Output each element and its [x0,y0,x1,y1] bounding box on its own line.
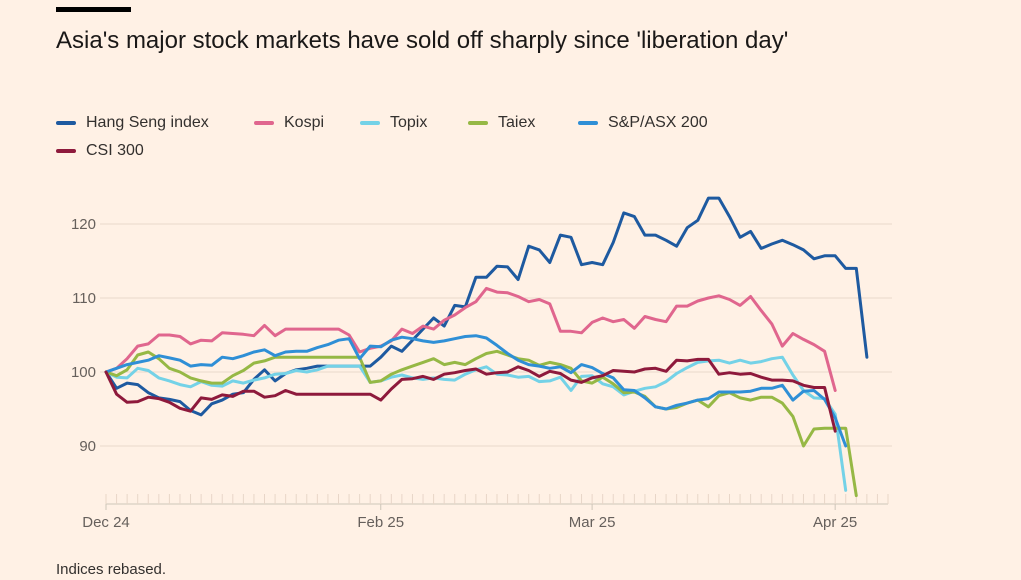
legend-swatch [468,121,488,125]
legend-swatch [254,121,274,125]
x-tick-label: Mar 25 [569,514,616,531]
legend-label: CSI 300 [86,142,144,159]
series-line-s-p-asx-200 [104,334,848,448]
series-line-topix [104,355,848,492]
legend-label: S&P/ASX 200 [608,114,708,131]
legend-swatch [56,149,76,153]
legend-label: Topix [390,114,428,131]
x-tick-label: Feb 25 [357,514,404,531]
chart-title: Asia's major stock markets have sold off… [56,27,789,54]
series-line-kospi [104,286,837,392]
brand-bar [56,7,131,12]
series-line-hang-seng-index [104,196,869,417]
legend-item-topix: Topix [360,114,427,132]
legend-swatch [360,121,380,125]
y-tick-label: 110 [72,290,96,307]
y-tick-label: 90 [79,438,96,455]
legend-label: Taiex [498,114,536,131]
legend-item-csi300: CSI 300 [56,142,144,160]
legend-label: Kospi [284,114,325,131]
legend-item-hang-seng: Hang Seng index [56,114,209,132]
series-line-taiex [104,349,858,498]
series-line-csi-300 [104,357,837,433]
legend-item-taiex: Taiex [468,114,535,132]
legend-item-asx: S&P/ASX 200 [578,114,708,132]
legend-item-kospi: Kospi [254,114,324,132]
y-tick-label: 120 [71,216,96,233]
legend-swatch [56,121,76,125]
legend-swatch [578,121,598,125]
x-tick-label: Apr 25 [813,514,857,531]
y-tick-label: 100 [71,364,96,381]
x-tick-label: Dec 24 [82,514,130,531]
footnote: Indices rebased. [56,561,167,578]
legend-label: Hang Seng index [86,114,209,131]
